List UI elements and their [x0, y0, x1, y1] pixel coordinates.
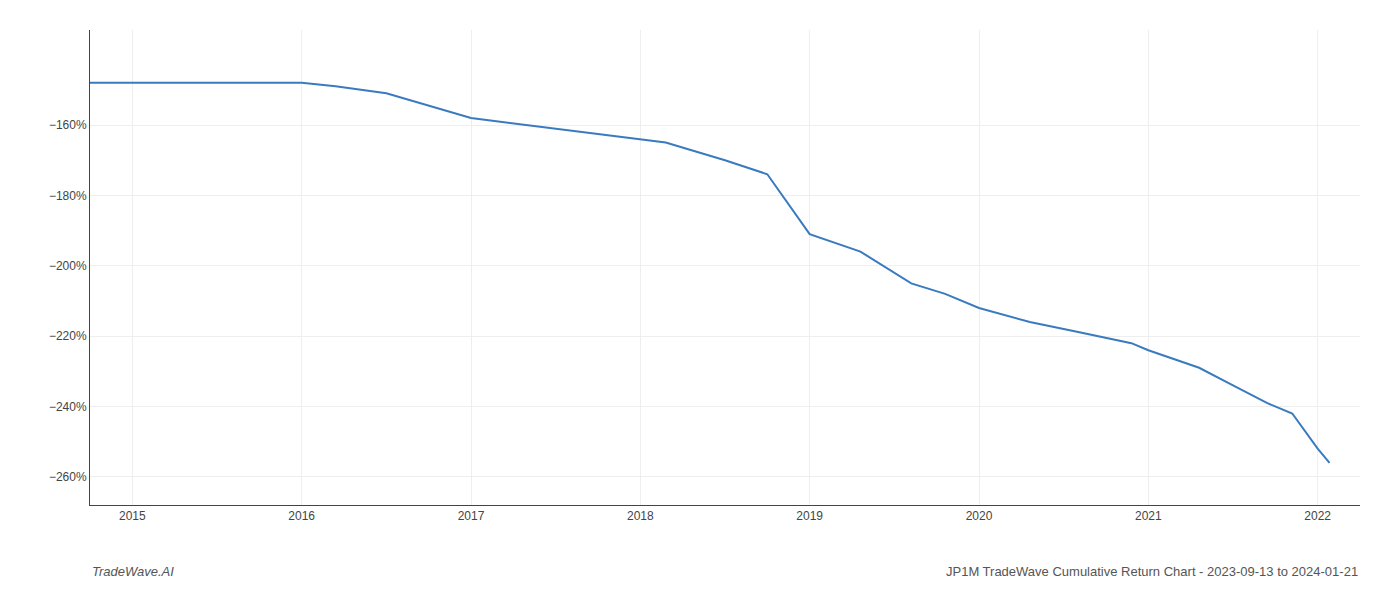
svg-text:2018: 2018: [627, 509, 654, 523]
svg-text:−240%: −240%: [49, 400, 87, 414]
svg-text:2015: 2015: [119, 509, 146, 523]
svg-text:2021: 2021: [1135, 509, 1162, 523]
svg-text:−160%: −160%: [49, 118, 87, 132]
svg-text:−180%: −180%: [49, 189, 87, 203]
svg-text:TradeWave.AI: TradeWave.AI: [92, 564, 174, 579]
svg-text:2019: 2019: [796, 509, 823, 523]
svg-text:−200%: −200%: [49, 259, 87, 273]
svg-text:2017: 2017: [458, 509, 485, 523]
svg-text:2020: 2020: [966, 509, 993, 523]
svg-text:JP1M TradeWave Cumulative Retu: JP1M TradeWave Cumulative Return Chart -…: [946, 564, 1358, 579]
svg-text:−260%: −260%: [49, 470, 87, 484]
svg-text:−220%: −220%: [49, 329, 87, 343]
svg-text:2022: 2022: [1304, 509, 1331, 523]
svg-text:2016: 2016: [288, 509, 315, 523]
